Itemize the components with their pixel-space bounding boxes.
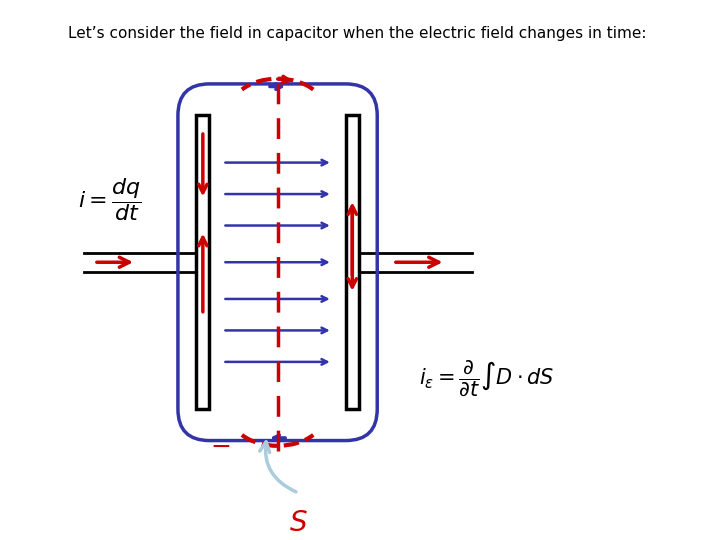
- Text: $i = \dfrac{dq}{dt}$: $i = \dfrac{dq}{dt}$: [78, 176, 142, 223]
- Text: $-$: $-$: [210, 434, 230, 458]
- Bar: [197, 116, 210, 409]
- Bar: [346, 116, 359, 409]
- Text: $S$: $S$: [289, 509, 308, 537]
- Text: Let’s consider the field in capacitor when the electric field changes in time:: Let’s consider the field in capacitor wh…: [68, 26, 647, 41]
- Text: $i_{\varepsilon} = \dfrac{\partial}{\partial t}\int D \cdot dS$: $i_{\varepsilon} = \dfrac{\partial}{\par…: [419, 357, 554, 397]
